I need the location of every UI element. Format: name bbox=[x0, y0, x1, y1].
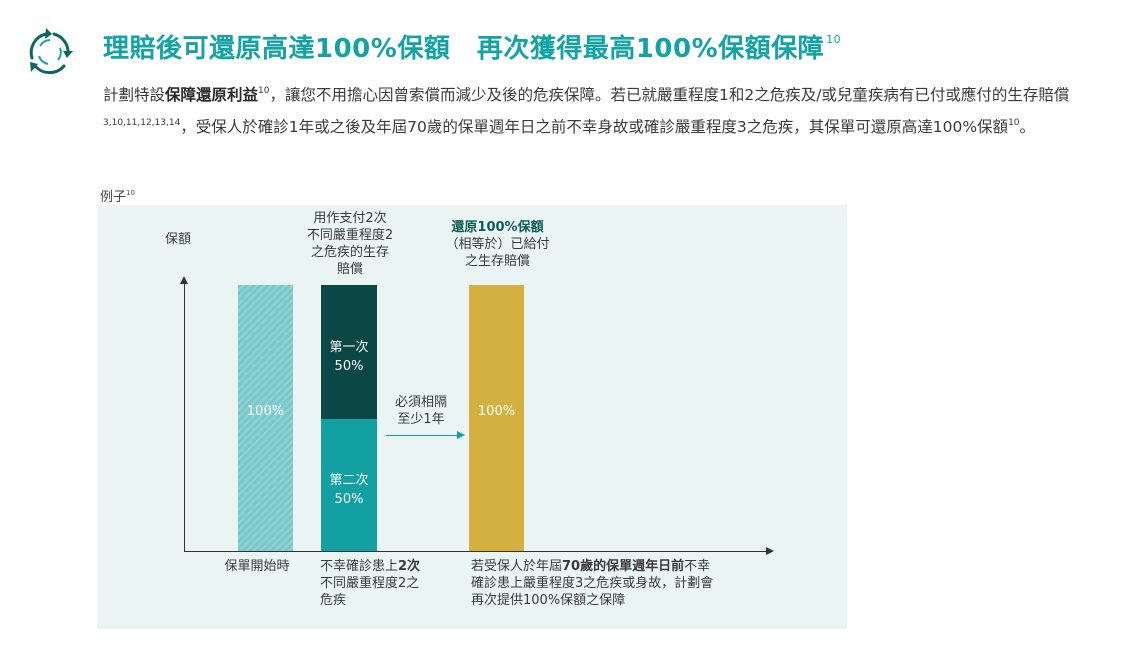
gap-arrow-head bbox=[457, 431, 465, 439]
y-axis-label: 保額 bbox=[165, 232, 192, 247]
x-label-policy-start: 保單開始時 bbox=[224, 559, 290, 574]
bar2-top-label: 用作支付2次 不同嚴重程度2 之危疾的生存 賠償 bbox=[306, 211, 394, 277]
x-axis bbox=[184, 551, 768, 552]
bar-second-claim bbox=[321, 419, 377, 551]
circular-arrows-icon bbox=[29, 28, 73, 75]
intro-paragraph: 計劃特設保障還原利益10，讓您不用擔心因曾索償而減少及後的危疾保障。若已就嚴重程… bbox=[103, 86, 1070, 136]
x-axis-arrow bbox=[766, 547, 774, 555]
bar2-top-text: 第一次 50% bbox=[329, 340, 369, 374]
x-label-two-claims: 不幸確診患上2次 不同嚴重程度2之 危疾 bbox=[320, 559, 421, 608]
y-axis bbox=[184, 282, 185, 552]
bar-initial-coverage bbox=[238, 285, 293, 551]
bar2-bottom-text: 第二次 50% bbox=[329, 473, 369, 507]
bar3-value: 100% bbox=[477, 404, 516, 419]
gap-arrow bbox=[386, 435, 458, 436]
y-axis-arrow bbox=[180, 276, 188, 284]
bar-restored-coverage bbox=[469, 285, 524, 551]
x-label-restoration: 若受保人於年屆70歲的保單週年日前不幸 確診患上嚴重程度3之危疾或身故，計劃會 … bbox=[471, 559, 714, 608]
page-title: 理賠後可還原高達100%保額 再次獲得最高100%保額保障 10 bbox=[103, 33, 842, 64]
bar1-value: 100% bbox=[246, 404, 285, 419]
gap-label: 必須相隔 至少1年 bbox=[394, 395, 447, 427]
bar-first-claim bbox=[321, 285, 377, 419]
example-label: 例子10 bbox=[100, 189, 135, 205]
bar3-top-label: 還原100%保額 （相等於）已給付 之生存賠償 bbox=[445, 220, 550, 269]
